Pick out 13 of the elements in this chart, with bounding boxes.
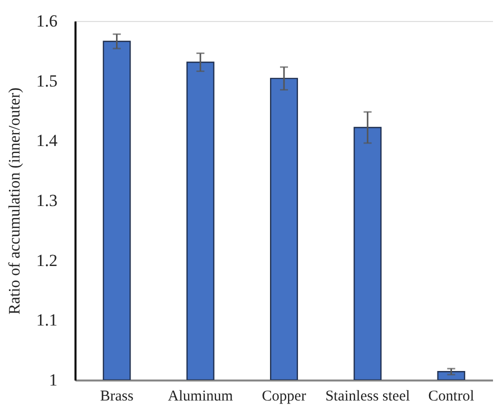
x-tick-label: Copper	[262, 388, 306, 404]
y-axis-title: Ratio of accumulation (inner/outer)	[6, 87, 24, 315]
y-tick-label: 1.6	[36, 12, 58, 30]
y-tick-label: 1.2	[36, 250, 58, 270]
y-tick-label: 1.1	[36, 310, 58, 330]
y-tick-label: 1	[49, 370, 58, 390]
x-tick-label: Brass	[100, 388, 134, 404]
y-tick-label: 1.4	[36, 131, 58, 150]
x-tick-label: Stainless steel	[325, 388, 410, 404]
x-tick-label: Control	[428, 388, 474, 404]
y-tick-label: 1.5	[36, 71, 58, 90]
x-tick-label: Aluminum	[168, 388, 234, 404]
y-tick-label: 1.3	[36, 191, 58, 210]
